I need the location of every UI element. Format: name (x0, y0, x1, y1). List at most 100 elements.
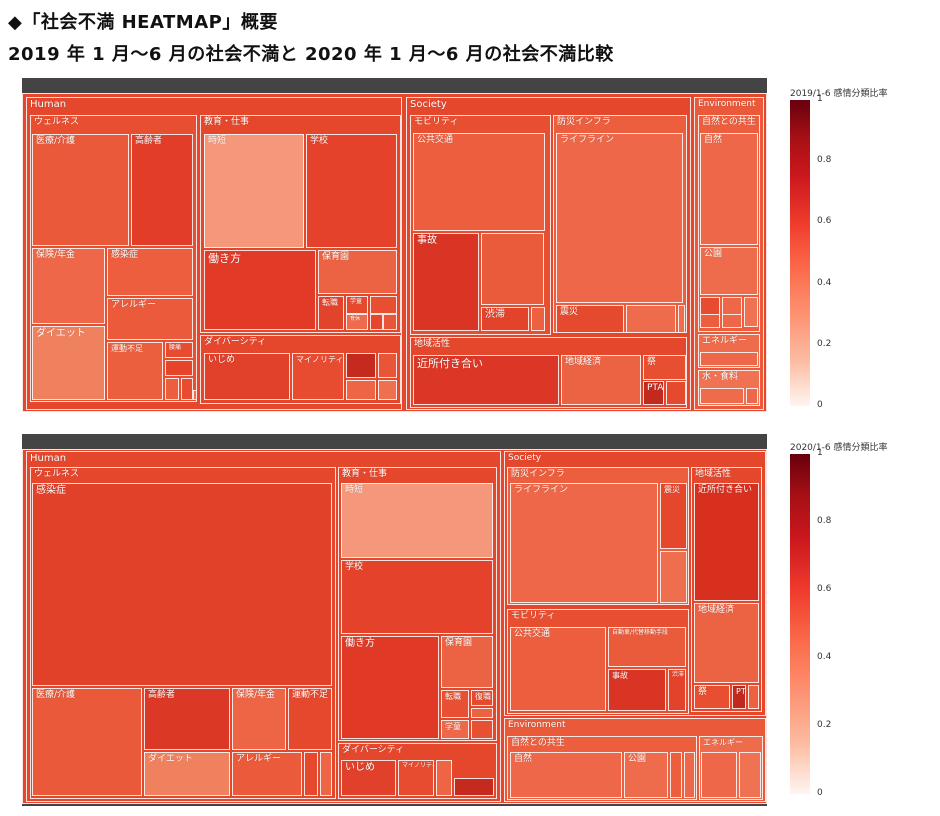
treemap-node-a22[interactable] (370, 296, 397, 314)
treemap-node-a11[interactable] (165, 360, 193, 376)
treemap-label: マイノリティ (402, 762, 433, 769)
treemap-node-a19[interactable]: 保育園 (318, 250, 397, 294)
treemap-node-b35[interactable]: 祭 (694, 685, 730, 709)
treemap-node-b23[interactable]: いじめ (341, 760, 396, 796)
treemap-node-a47[interactable]: 地域経済 (561, 355, 641, 405)
treemap-node-b25[interactable] (436, 760, 452, 796)
treemap-node-b11[interactable] (320, 752, 332, 796)
treemap-node-a37[interactable] (481, 233, 544, 305)
treemap-node-a43[interactable] (626, 305, 676, 333)
treemap-node-b30[interactable]: 震災 (660, 483, 687, 549)
treemap-node-b15[interactable]: 働き方 (341, 636, 439, 739)
treemap-node-a18[interactable]: 働き方 (204, 250, 316, 330)
treemap-label: 働き方 (208, 252, 241, 265)
treemap-node-a17[interactable]: 学校 (306, 134, 397, 248)
treemap-node-b29[interactable]: ライフライン (510, 483, 658, 603)
treemap-node-a61[interactable] (700, 352, 758, 366)
treemap-node-a32[interactable] (378, 380, 397, 400)
treemap-node-b5[interactable]: 高齢者 (144, 688, 230, 750)
treemap-node-a63[interactable] (700, 388, 744, 404)
treemap-node-a59[interactable] (722, 314, 742, 328)
treemap-node-b34[interactable]: 地域経済 (694, 603, 759, 683)
treemap-node-a42[interactable]: 震災 (556, 305, 624, 333)
treemap-node-a20[interactable]: 転職 (318, 296, 344, 330)
treemap-node-b13[interactable]: 時短 (341, 483, 493, 558)
treemap-node-a31[interactable] (346, 380, 376, 400)
treemap-node-a8[interactable]: ダイエット (32, 326, 105, 400)
treemap-node-b33[interactable]: 近所付き合い (694, 483, 759, 601)
treemap-node-a28[interactable]: マイノリティ (292, 353, 344, 400)
treemap-node-b10[interactable] (304, 752, 318, 796)
treemap-node-b50[interactable] (701, 752, 737, 798)
treemap-node-b8[interactable]: ダイエット (144, 752, 230, 796)
treemap-node-b31[interactable] (660, 551, 687, 603)
treemap-node-a29[interactable] (346, 353, 376, 378)
treemap-node-a16[interactable]: 時短 (204, 134, 304, 248)
treemap-node-a39[interactable] (531, 307, 545, 331)
treemap-node-a38[interactable]: 渋滞 (481, 307, 529, 331)
treemap-node-a24[interactable] (370, 314, 383, 330)
treemap-node-a25[interactable] (383, 314, 397, 330)
treemap-label: 育休 (350, 316, 361, 322)
treemap-node-b18[interactable]: 復職 (471, 690, 493, 706)
treemap-node-a7[interactable]: アレルギー (107, 298, 193, 340)
treemap-node-a27[interactable]: いじめ (204, 353, 290, 400)
treemap-node-a23[interactable]: 育休 (346, 314, 368, 330)
treemap-node-a46[interactable]: 近所付き合い (413, 355, 559, 405)
treemap-node-b3[interactable]: 感染症 (32, 483, 332, 686)
treemap-node-a54[interactable]: 公園 (700, 247, 758, 295)
treemap-node-a10[interactable]: 腰痛 (165, 342, 193, 358)
treemap-node-b9[interactable]: アレルギー (232, 752, 302, 796)
treemap-node-a41[interactable]: ライフライン (556, 133, 683, 303)
treemap-node-b37[interactable] (748, 685, 759, 709)
treemap-label: 自動車/代替移動手段 (612, 629, 669, 636)
treemap-node-b45[interactable]: 自然 (510, 752, 622, 798)
treemap-node-b20[interactable]: 学童 (441, 720, 469, 739)
treemap-node-a21[interactable]: 学童 (346, 296, 368, 314)
treemap-node-a9[interactable]: 運動不足 (107, 342, 163, 400)
treemap-node-b46[interactable]: 公園 (624, 752, 668, 798)
treemap-node-a3[interactable]: 医療/介護 (32, 134, 129, 246)
treemap-node-a50[interactable] (666, 381, 686, 405)
treemap-node-a6[interactable]: 感染症 (107, 248, 193, 296)
treemap-node-b17[interactable]: 転職 (441, 690, 469, 718)
treemap-label: エネルギー (702, 336, 748, 346)
treemap-label: 学校 (345, 562, 364, 572)
treemap-node-b47[interactable] (670, 752, 682, 798)
treemap-label: アレルギー (111, 300, 157, 310)
treemap-node-b48[interactable] (684, 752, 695, 798)
treemap-node-a49[interactable]: PTA (643, 381, 664, 405)
treemap-node-a5[interactable]: 保険/年金 (32, 248, 105, 324)
treemap-node-b7[interactable]: 運動不足 (288, 688, 332, 750)
treemap-node-b19[interactable] (471, 708, 493, 718)
treemap-node-a4[interactable]: 高齢者 (131, 134, 193, 246)
colorbar-tick: 0.6 (817, 584, 832, 594)
treemap-node-a48[interactable]: 祭 (643, 355, 686, 380)
treemap-node-a58[interactable] (700, 314, 720, 328)
treemap-node-b41[interactable]: 事故 (608, 669, 666, 711)
treemap-node-b51[interactable] (739, 752, 761, 798)
treemap-node-a44[interactable] (678, 305, 685, 333)
treemap-node-b26[interactable] (454, 778, 494, 796)
treemap-node-a53[interactable]: 自然 (700, 133, 758, 245)
treemap-node-b39[interactable]: 公共交通 (510, 627, 606, 711)
treemap-node-a64[interactable] (746, 388, 758, 404)
treemap-label: 自然との共生 (511, 738, 565, 748)
treemap-node-b24[interactable]: マイノリティ (398, 760, 434, 796)
treemap-node-b4[interactable]: 医療/介護 (32, 688, 142, 796)
treemap-node-b6[interactable]: 保険/年金 (232, 688, 286, 750)
treemap-node-a13[interactable] (181, 378, 193, 400)
treemap-node-b40[interactable]: 自動車/代替移動手段 (608, 627, 686, 667)
treemap-node-b14[interactable]: 学校 (341, 560, 493, 634)
treemap-node-a36[interactable]: 事故 (413, 233, 479, 331)
treemap-node-a30[interactable] (378, 353, 397, 378)
treemap-node-a57[interactable] (744, 297, 758, 327)
treemap-node-b21[interactable] (471, 720, 493, 739)
treemap-node-b42[interactable]: 渋滞 (668, 669, 686, 711)
treemap-node-a12[interactable] (165, 378, 179, 400)
treemap-node-b16[interactable]: 保育園 (441, 636, 493, 688)
treemap-node-a35[interactable]: 公共交通 (413, 133, 545, 231)
treemap-node-b36[interactable]: PTA (732, 685, 746, 709)
treemap-node-a14[interactable] (193, 390, 197, 400)
treemap-label: モビリティ (511, 611, 556, 621)
